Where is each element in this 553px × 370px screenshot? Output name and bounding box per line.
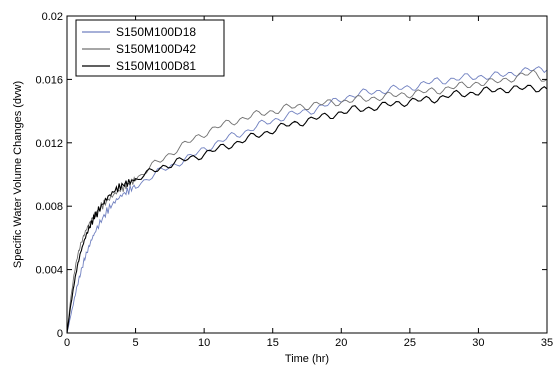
x-tick-label: 20 [335, 337, 347, 349]
legend-box [75, 19, 225, 77]
x-axis-label: Time (hr) [285, 353, 329, 365]
y-tick-label: 0.008 [35, 201, 63, 213]
series-layer [66, 66, 548, 334]
y-tick-label: 0.012 [35, 138, 63, 150]
y-tick-label: 0.004 [35, 265, 63, 277]
y-tick-label: 0.02 [42, 11, 63, 23]
x-tick-label: 25 [404, 337, 416, 349]
x-tick-label: 30 [472, 337, 484, 349]
x-tick-label: 5 [133, 337, 139, 349]
x-tick-label: 15 [267, 337, 279, 349]
legend-label: S150M100D81 [116, 59, 196, 73]
series-line-s150m100d81 [66, 84, 548, 334]
plot-frame [66, 15, 548, 334]
y-axis-label: Specific Water Volume Changes (dvw) [12, 81, 24, 268]
x-tick-label: 0 [64, 337, 70, 349]
x-tick-label: 35 [541, 337, 553, 349]
series-line-s150m100d18 [66, 66, 548, 334]
legend-label: S150M100D42 [116, 42, 196, 56]
axis-ticks: 0 5 10 15 20 25 30 35 0 0.004 0.008 0.012 0.016 0.02 [35, 11, 553, 349]
legend: S150M100D18 S150M100D42 S150M100D81 [75, 19, 225, 77]
y-tick-label: 0 [57, 328, 63, 340]
series-line-s150m100d42 [66, 69, 548, 334]
x-tick-label: 10 [198, 337, 210, 349]
legend-label: S150M100D18 [116, 25, 196, 39]
y-tick-label: 0.016 [35, 74, 63, 86]
